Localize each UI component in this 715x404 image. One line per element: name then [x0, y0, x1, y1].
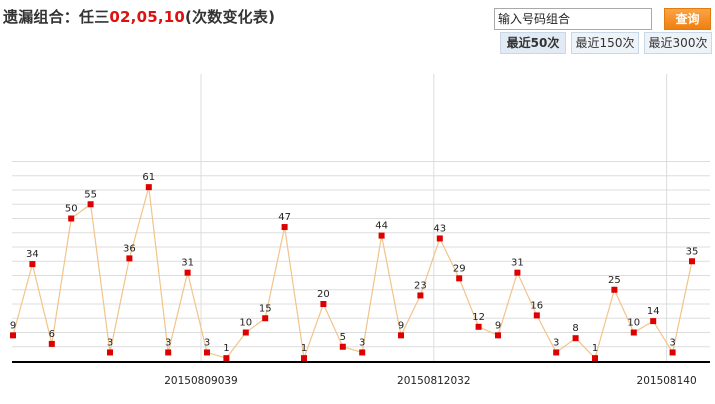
data-label-6: 36 [123, 243, 136, 254]
data-label-0: 9 [10, 320, 16, 331]
data-label-5: 3 [107, 337, 113, 348]
range-button-150[interactable]: 最近150次 [571, 32, 639, 54]
data-point-19 [378, 232, 385, 239]
data-point-6 [126, 255, 133, 262]
data-point-16 [320, 301, 327, 307]
data-label-25: 9 [495, 320, 501, 331]
data-label-22: 43 [433, 223, 446, 234]
data-label-15: 1 [301, 343, 307, 354]
data-label-18: 3 [359, 337, 365, 348]
data-point-7 [145, 184, 152, 191]
data-point-1 [29, 261, 36, 268]
data-label-32: 10 [627, 318, 640, 329]
series-line [12, 186, 693, 360]
data-label-12: 10 [239, 318, 252, 329]
range-button-50[interactable]: 最近50次 [500, 32, 566, 54]
data-point-31 [611, 286, 618, 293]
data-point-29 [572, 335, 579, 342]
data-point-13 [262, 315, 269, 322]
data-point-23 [456, 275, 463, 282]
data-label-9: 31 [181, 258, 194, 269]
data-point-27 [533, 312, 540, 319]
data-label-17: 5 [340, 332, 346, 343]
data-point-2 [48, 340, 55, 347]
data-point-33 [650, 318, 657, 325]
range-button-300[interactable]: 最近300次 [644, 32, 712, 54]
data-point-5 [107, 349, 113, 356]
data-point-30 [592, 355, 598, 362]
data-point-34 [669, 349, 676, 356]
data-label-14: 47 [278, 212, 291, 223]
data-label-21: 23 [414, 280, 427, 291]
data-label-16: 20 [317, 289, 330, 300]
data-label-3: 50 [65, 204, 78, 215]
data-label-26: 31 [511, 258, 524, 269]
data-label-24: 12 [472, 312, 485, 323]
data-label-2: 6 [49, 329, 55, 340]
data-label-29: 8 [572, 323, 578, 334]
data-label-8: 3 [165, 337, 171, 348]
data-point-17 [339, 343, 346, 350]
data-point-20 [398, 332, 404, 339]
data-point-4 [87, 201, 94, 208]
data-label-30: 1 [592, 343, 598, 354]
data-label-11: 1 [223, 343, 229, 354]
data-label-23: 29 [453, 263, 466, 274]
data-label-1: 34 [26, 249, 39, 260]
data-label-35: 35 [686, 246, 699, 257]
data-point-35 [689, 258, 695, 265]
title-suffix: (次数变化表) [185, 8, 276, 26]
search-input[interactable] [494, 8, 652, 30]
data-point-11 [223, 355, 230, 362]
data-label-33: 14 [647, 306, 660, 317]
data-point-24 [475, 323, 482, 330]
data-label-19: 44 [375, 221, 388, 232]
query-button[interactable]: 查询 [664, 8, 711, 30]
x-tick-label-1: 20150812032 [397, 375, 471, 387]
data-point-22 [436, 235, 443, 242]
data-point-25 [495, 332, 501, 339]
data-point-8 [165, 349, 172, 356]
data-point-15 [301, 355, 307, 362]
data-label-4: 55 [84, 189, 97, 200]
data-point-3 [68, 215, 75, 222]
title-prefix: 遗漏组合：任三 [3, 8, 110, 26]
data-point-9 [184, 269, 191, 276]
data-label-27: 16 [530, 300, 543, 311]
data-label-20: 9 [398, 320, 404, 331]
data-label-34: 3 [669, 337, 675, 348]
data-point-32 [630, 329, 637, 336]
data-point-10 [204, 349, 210, 356]
data-label-28: 3 [553, 337, 559, 348]
title-numbers: 02,05,10 [109, 8, 186, 26]
x-tick-label-0: 20150809039 [164, 375, 238, 387]
data-label-13: 15 [259, 303, 272, 314]
data-point-21 [417, 292, 424, 299]
data-point-26 [514, 269, 521, 276]
data-point-0 [10, 332, 16, 339]
x-tick-label-2: 201508140 [637, 375, 697, 387]
data-point-18 [359, 349, 366, 356]
page-title: 遗漏组合：任三02,05,10(次数变化表) [3, 6, 275, 27]
data-point-28 [553, 349, 560, 356]
data-point-14 [281, 224, 288, 231]
data-label-31: 25 [608, 275, 621, 286]
data-label-10: 3 [204, 337, 210, 348]
data-point-12 [242, 329, 249, 336]
data-label-7: 61 [142, 172, 155, 183]
